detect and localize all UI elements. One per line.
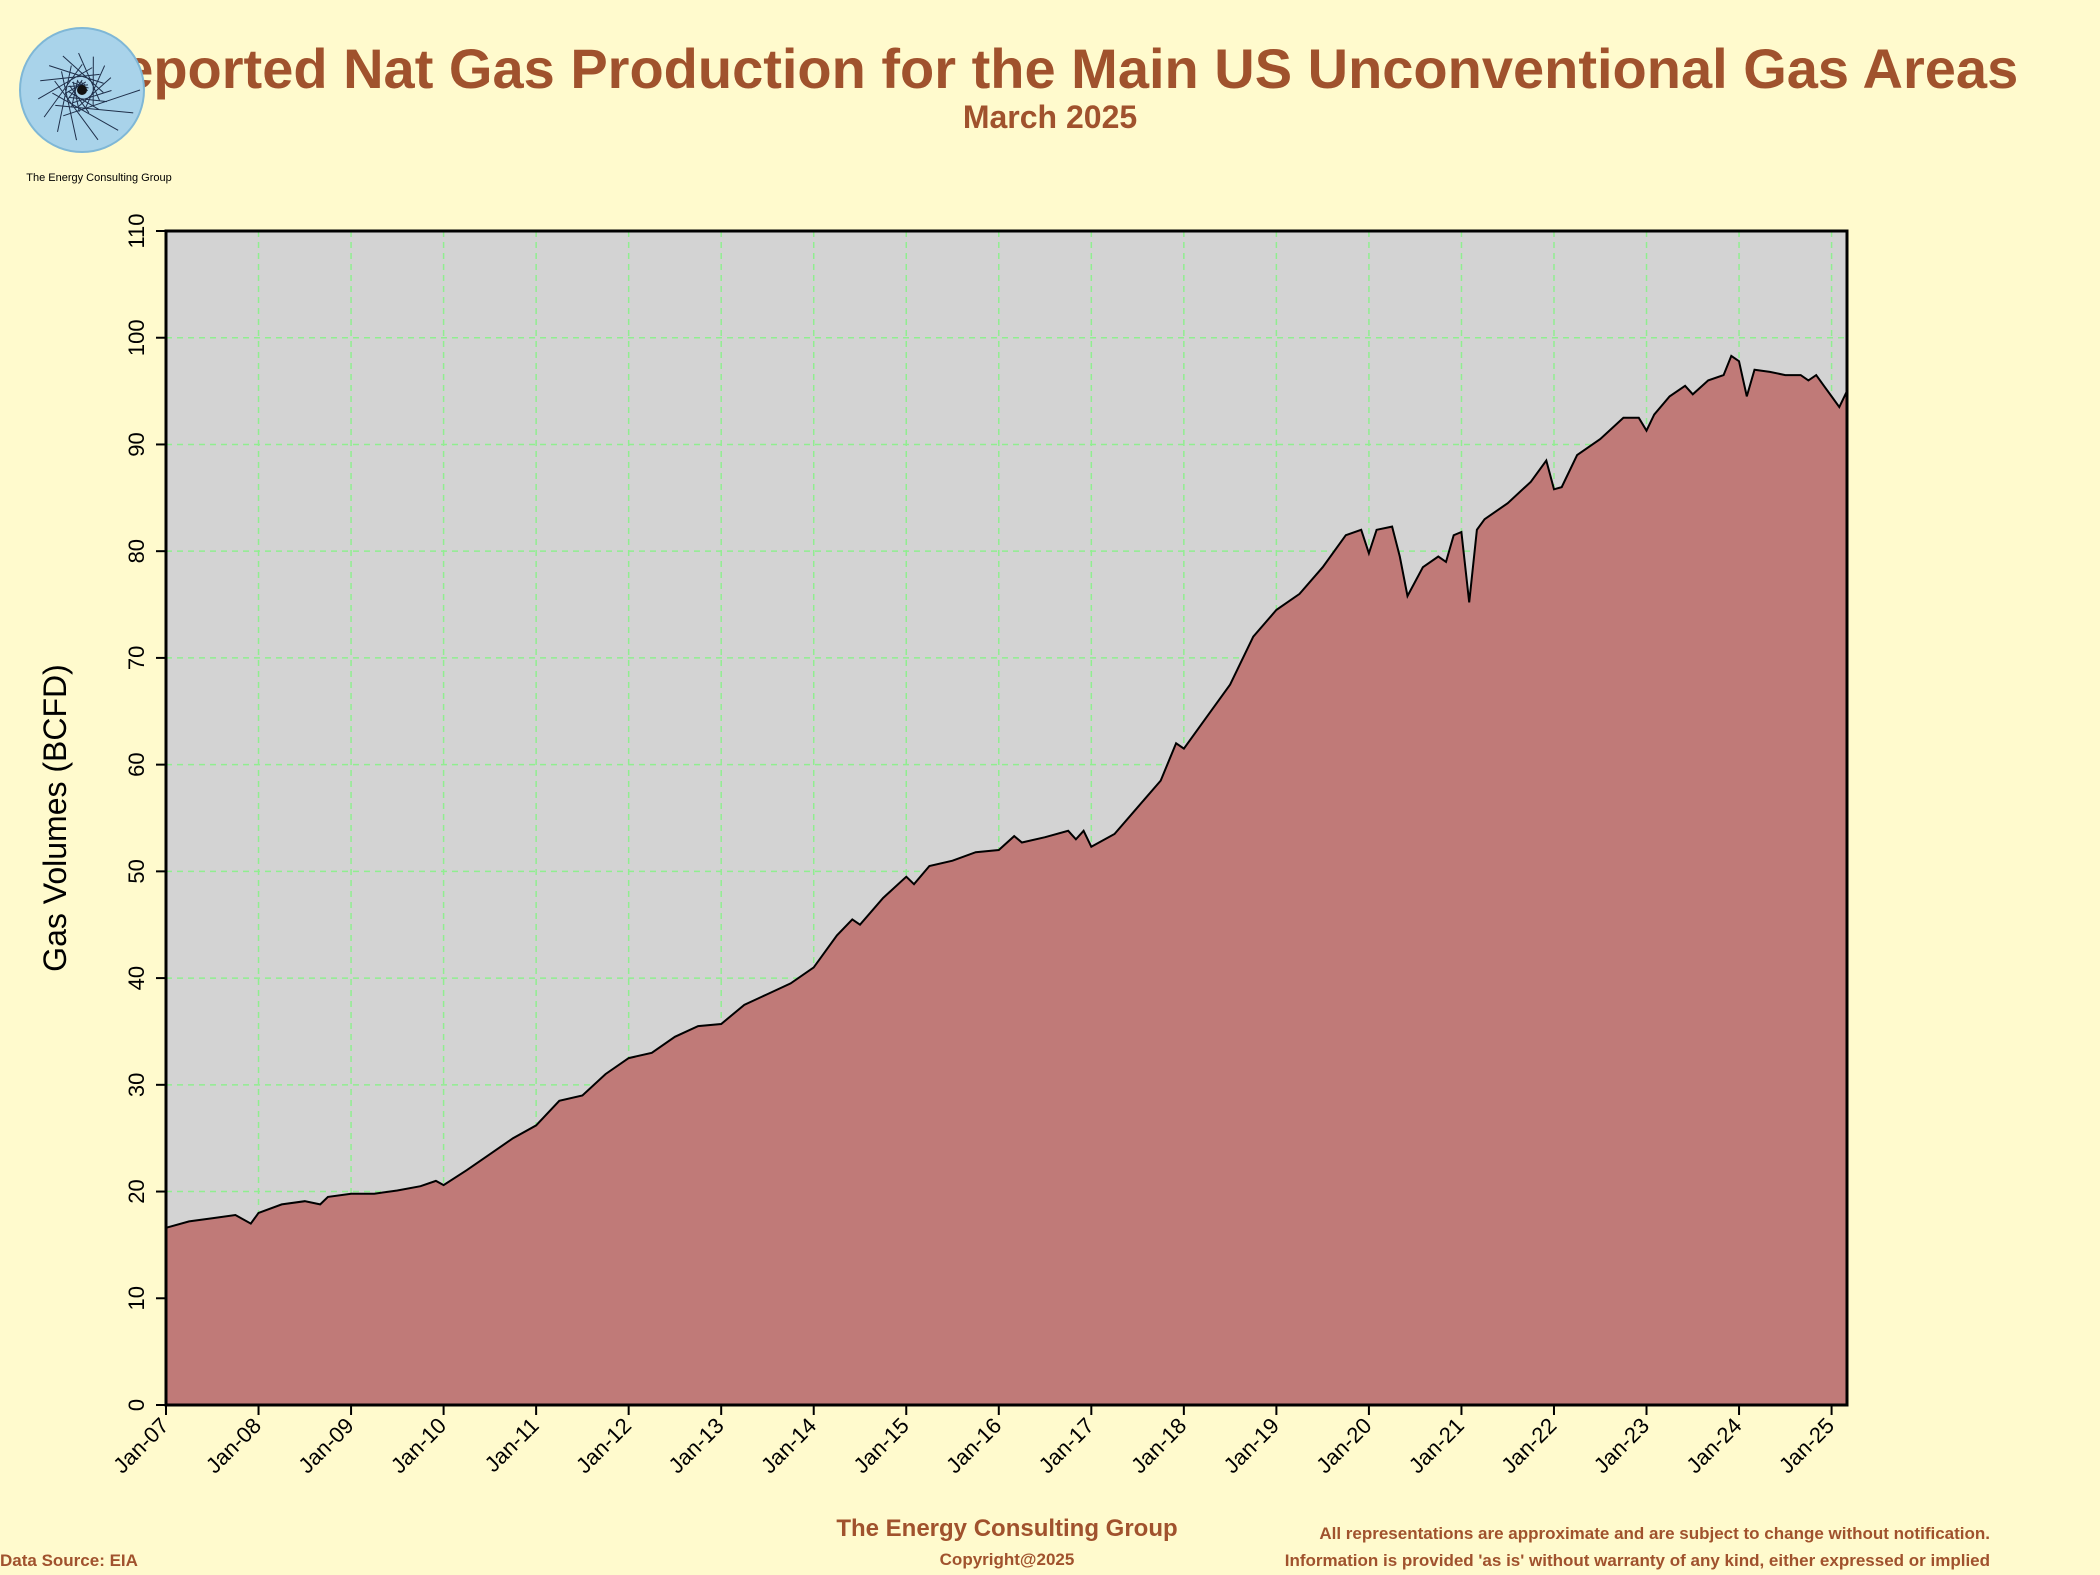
footer-disclaimer-1: All representations are approximate and … bbox=[1319, 1524, 1990, 1543]
series-line bbox=[165, 354, 1848, 1229]
footer-disclaimer-2: Information is provided 'as is' without … bbox=[1284, 1551, 1990, 1570]
x-tick-label: Jan-11 bbox=[480, 1413, 544, 1477]
logo-caption: The Energy Consulting Group bbox=[26, 172, 172, 184]
x-tick-label: Jan-19 bbox=[1219, 1413, 1284, 1478]
x-tick-label: Jan-17 bbox=[1034, 1413, 1099, 1478]
y-tick-label: 0 bbox=[124, 1399, 149, 1411]
x-tick-label: Jan-20 bbox=[1311, 1413, 1376, 1478]
footer-data-source: Data Source: EIA bbox=[0, 1551, 138, 1570]
y-axis-label: Gas Volumes (BCFD) bbox=[37, 664, 73, 972]
x-tick-label: Jan-10 bbox=[386, 1413, 451, 1478]
y-tick-label: 70 bbox=[124, 646, 149, 670]
y-tick-label: 50 bbox=[124, 859, 149, 883]
x-tick-label: Jan-25 bbox=[1774, 1413, 1839, 1478]
x-tick-label: Jan-22 bbox=[1496, 1413, 1561, 1478]
x-tick-label: Jan-21 bbox=[1404, 1413, 1469, 1478]
y-tick-label: 100 bbox=[124, 319, 149, 356]
y-tick-label: 90 bbox=[124, 432, 149, 456]
x-tick-label: Jan-15 bbox=[849, 1413, 914, 1478]
plot-frame bbox=[164, 229, 1849, 1407]
x-tick-label: Jan-23 bbox=[1589, 1413, 1654, 1478]
chart-title: Reported Nat Gas Production for the Main… bbox=[81, 37, 2019, 100]
x-tick-label: Jan-14 bbox=[756, 1413, 821, 1478]
spiral-logo-icon bbox=[19, 27, 145, 153]
x-tick-label: Jan-09 bbox=[293, 1413, 358, 1478]
x-axis: Jan-07 Jan-08 Jan-09 Jan-10 Jan-11 Jan-12 Jan-… bbox=[108, 1405, 1839, 1478]
y-tick-label: 40 bbox=[124, 966, 149, 990]
x-tick-label: Jan-12 bbox=[571, 1413, 636, 1478]
y-tick-label: 20 bbox=[124, 1179, 149, 1203]
series-area bbox=[166, 355, 1847, 1405]
y-tick-label: 110 bbox=[124, 213, 149, 248]
x-tick-label: Jan-13 bbox=[663, 1413, 728, 1478]
y-axis: 0 10 20 30 40 50 60 70 80 90 100 110 bbox=[124, 213, 166, 1411]
x-tick-label: Jan-16 bbox=[941, 1413, 1006, 1478]
footer-company: The Energy Consulting Group bbox=[836, 1515, 1178, 1542]
chart-subtitle: March 2025 bbox=[962, 99, 1138, 135]
y-tick-label: 80 bbox=[124, 539, 149, 563]
company-logo: The Energy Consulting Group bbox=[14, 22, 172, 192]
x-tick-label: Jan-07 bbox=[108, 1413, 173, 1478]
x-tick-label: Jan-24 bbox=[1681, 1413, 1746, 1478]
y-tick-label: 30 bbox=[124, 1073, 149, 1097]
y-tick-label: 10 bbox=[124, 1286, 149, 1310]
footer-copyright: Copyright@2025 bbox=[939, 1550, 1075, 1569]
x-tick-label: Jan-18 bbox=[1126, 1413, 1191, 1478]
x-tick-label: Jan-08 bbox=[201, 1413, 266, 1478]
y-tick-label: 60 bbox=[124, 752, 149, 776]
